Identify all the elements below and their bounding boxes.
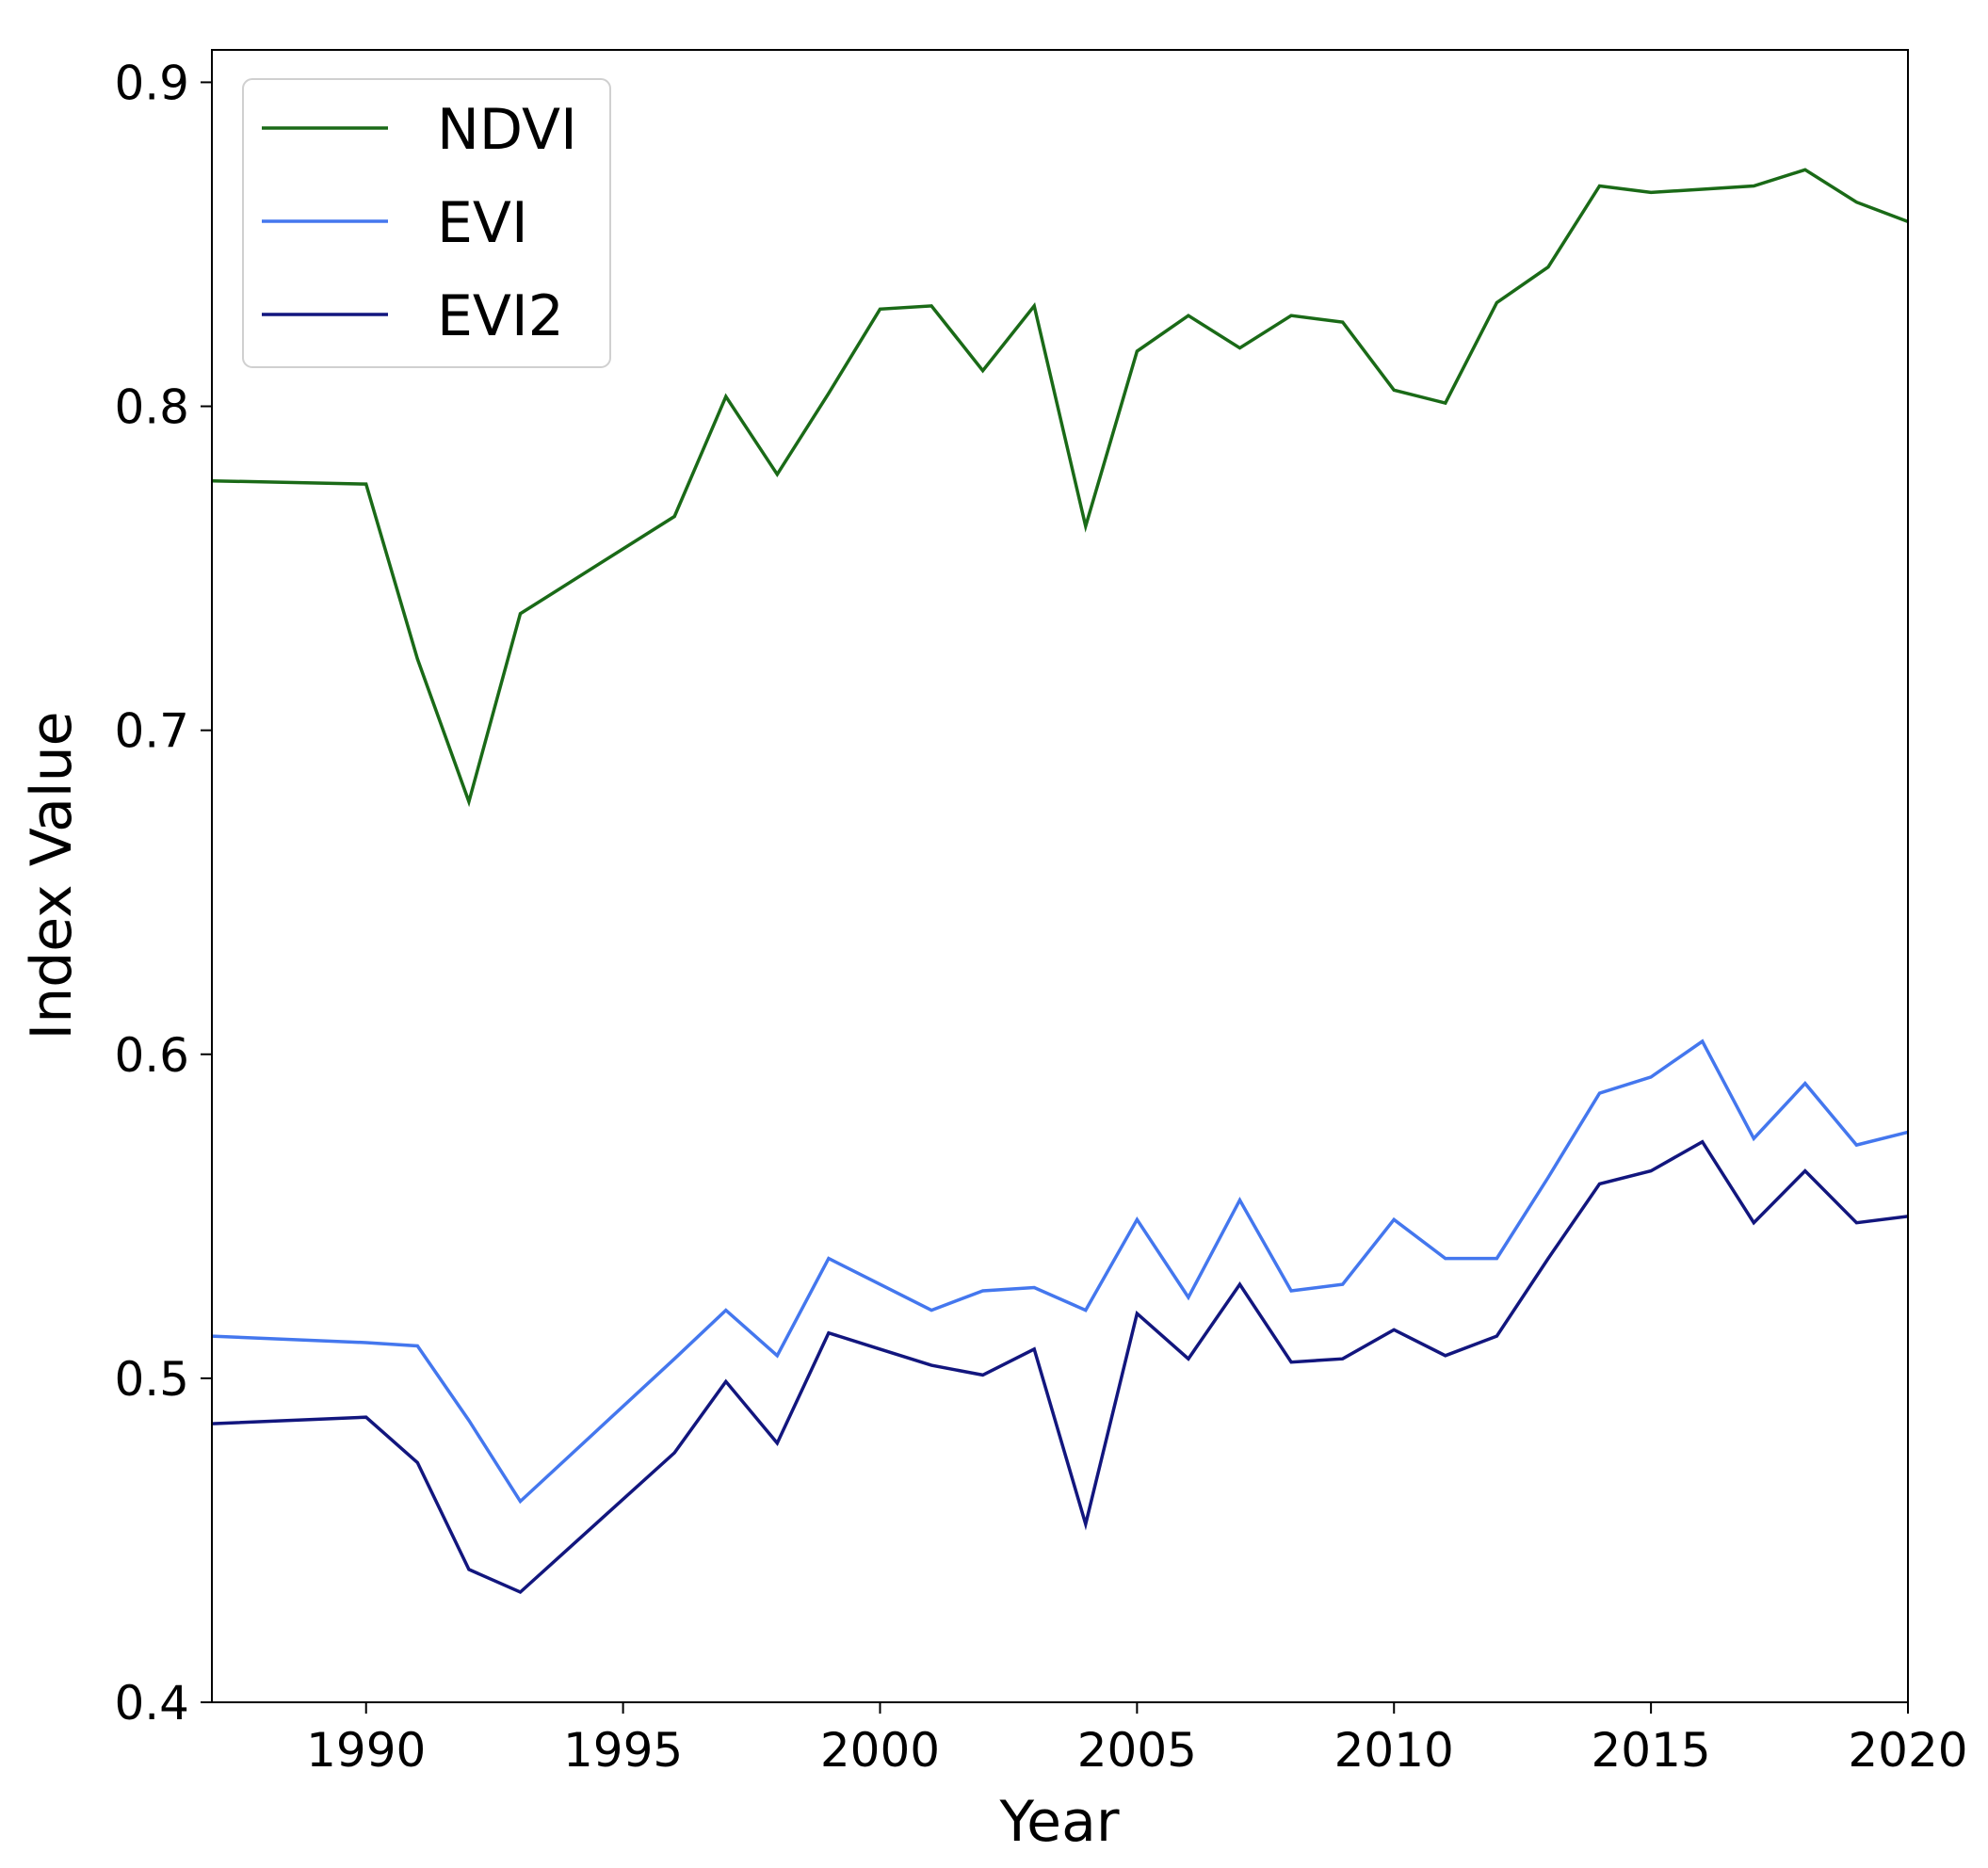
plot-frame (211, 49, 1909, 1703)
series-layer (212, 168, 1908, 1595)
legend: NDVI EVI EVI2 (242, 78, 611, 368)
x-axis: 1990 1995 2000 2005 2010 2015 2020 (306, 1702, 1968, 1778)
y-tick-label: 0.7 (114, 704, 189, 759)
x-axis-title: Year (998, 1789, 1119, 1855)
x-tick-label: 1995 (563, 1723, 683, 1778)
legend-label-evi: EVI (437, 190, 528, 256)
y-axis-title: Index Value (19, 711, 85, 1039)
x-tick-label: 2005 (1077, 1723, 1197, 1778)
y-tick-label: 0.6 (114, 1028, 189, 1083)
y-tick-label: 0.8 (114, 380, 189, 435)
y-tick-label: 0.9 (114, 56, 189, 110)
y-tick-label: 0.4 (114, 1676, 189, 1731)
series-line-evi2 (212, 1139, 1908, 1595)
y-axis: 0.4 0.5 0.6 0.7 0.8 0.9 (114, 56, 212, 1731)
legend-box (242, 78, 611, 368)
x-tick-label: 2010 (1334, 1723, 1454, 1778)
legend-label-ndvi: NDVI (437, 97, 577, 163)
series-line-ndvi (212, 168, 1908, 808)
x-tick-label: 2000 (820, 1723, 940, 1778)
x-tick-label: 1990 (306, 1723, 426, 1778)
x-tick-label: 2020 (1848, 1723, 1967, 1778)
legend-label-evi2: EVI2 (437, 283, 564, 349)
x-tick-label: 2015 (1591, 1723, 1710, 1778)
series-line-evi (212, 1039, 1908, 1505)
y-tick-label: 0.5 (114, 1352, 189, 1407)
